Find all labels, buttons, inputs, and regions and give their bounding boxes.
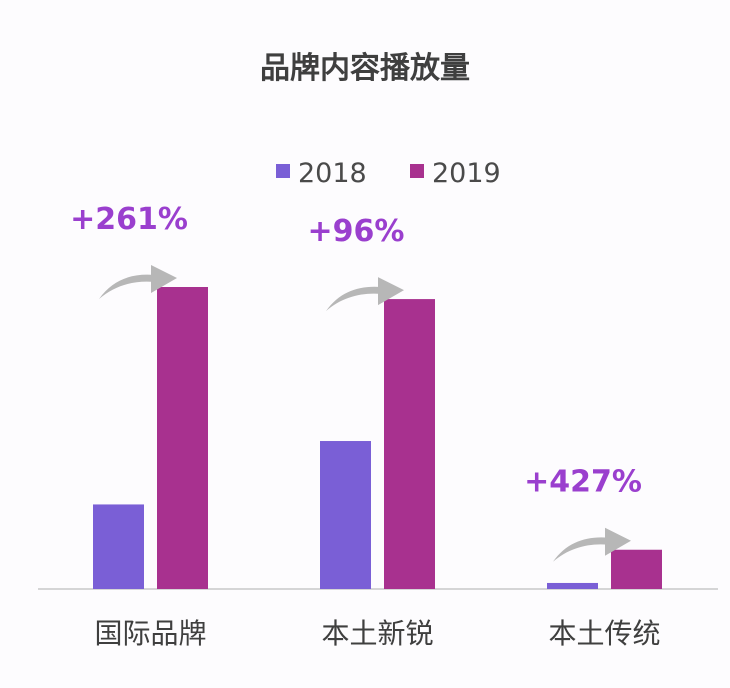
growth-arrow-2 xyxy=(326,277,404,312)
growth-label-2: +96% xyxy=(308,214,405,249)
chart-title: 品牌内容播放量 xyxy=(260,51,470,86)
category-label-2: 本土新锐 xyxy=(321,617,433,650)
growth-arrow-3 xyxy=(553,527,631,562)
legend-label-2019: 2019 xyxy=(432,158,501,189)
category-labels-group: 国际品牌 本土新锐 本土传统 xyxy=(94,617,660,650)
legend-swatch-2018 xyxy=(276,164,290,178)
growth-arrows-group xyxy=(99,265,631,562)
growth-arrow-1 xyxy=(99,265,177,299)
growth-labels-group: +261% +96% +427% xyxy=(70,202,642,500)
bars-group xyxy=(93,287,662,589)
bar-2019-1 xyxy=(157,287,208,589)
category-label-3: 本土传统 xyxy=(548,617,660,650)
growth-label-3: +427% xyxy=(524,465,642,500)
bar-2018-3 xyxy=(547,582,598,589)
category-label-1: 国际品牌 xyxy=(94,617,206,650)
bar-2019-2 xyxy=(384,299,435,589)
bar-2018-2 xyxy=(320,441,371,589)
legend: 2018 2019 xyxy=(276,158,501,189)
legend-label-2018: 2018 xyxy=(298,158,367,189)
bar-2018-1 xyxy=(93,504,144,589)
bar-2019-3 xyxy=(611,549,662,589)
growth-label-1: +261% xyxy=(70,202,188,237)
legend-swatch-2019 xyxy=(410,164,424,178)
